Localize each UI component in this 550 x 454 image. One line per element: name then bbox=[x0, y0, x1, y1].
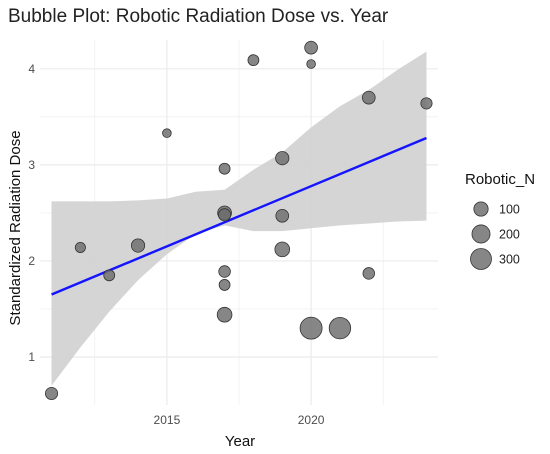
data-point bbox=[328, 317, 352, 340]
y-tick-label: 3 bbox=[28, 158, 35, 172]
data-point bbox=[74, 241, 86, 253]
data-point bbox=[218, 162, 231, 175]
y-tick-label: 1 bbox=[28, 350, 35, 364]
y-tick-label: 2 bbox=[28, 254, 35, 268]
data-point bbox=[162, 128, 172, 138]
data-point bbox=[304, 40, 318, 55]
data-point bbox=[275, 151, 290, 166]
data-point bbox=[275, 208, 290, 223]
data-point bbox=[247, 54, 260, 67]
y-axis-title: Standardized Radiation Dose bbox=[7, 130, 24, 325]
data-point bbox=[216, 306, 233, 323]
legend-key bbox=[471, 224, 491, 244]
data-point bbox=[299, 316, 323, 340]
data-point bbox=[361, 90, 376, 105]
x-tick-label: 2015 bbox=[154, 413, 181, 427]
legend-key bbox=[470, 248, 492, 270]
data-point bbox=[218, 265, 231, 278]
data-point bbox=[103, 269, 116, 282]
data-points bbox=[45, 40, 433, 401]
data-point bbox=[218, 279, 231, 291]
legend: Robotic_N 100 200 300 bbox=[465, 171, 535, 270]
trend-line bbox=[51, 136, 427, 296]
x-axis-ticks: 2015 2020 bbox=[154, 413, 325, 427]
legend-label: 300 bbox=[499, 253, 520, 267]
regression-line bbox=[51, 136, 427, 296]
legend-key bbox=[473, 201, 489, 217]
data-point bbox=[218, 208, 232, 222]
confidence-band bbox=[51, 51, 427, 386]
legend-label: 100 bbox=[499, 203, 520, 217]
data-point bbox=[130, 238, 146, 253]
data-point bbox=[45, 386, 59, 401]
data-point bbox=[306, 59, 316, 69]
legend-label: 200 bbox=[499, 228, 520, 242]
y-axis-ticks: 1 2 3 4 bbox=[28, 62, 35, 364]
x-tick-label: 2020 bbox=[298, 413, 325, 427]
data-point bbox=[420, 97, 433, 110]
data-point bbox=[362, 267, 376, 280]
data-point bbox=[274, 241, 291, 258]
legend-title: Robotic_N bbox=[465, 171, 535, 188]
x-axis-title: Year bbox=[225, 433, 255, 450]
chart-title: Bubble Plot: Robotic Radiation Dose vs. … bbox=[8, 6, 389, 27]
confidence-band-area bbox=[51, 51, 427, 386]
y-tick-label: 4 bbox=[28, 62, 35, 76]
